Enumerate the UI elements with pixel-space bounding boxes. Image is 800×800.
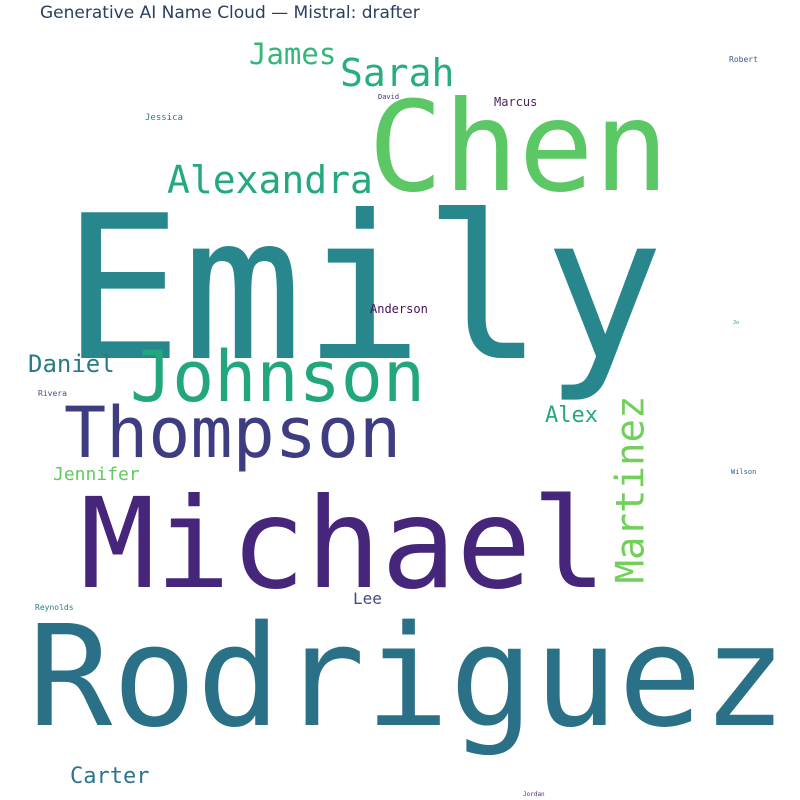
word-daniel: Daniel [28,350,115,378]
word-carter: Carter [70,764,150,789]
word-anderson: Anderson [370,302,428,316]
word-jennifer: Jennifer [53,464,140,485]
word-jo: Jo [733,320,740,326]
word-robert: Robert [729,55,758,64]
word-lee: Lee [353,589,382,608]
chart-title: Generative AI Name Cloud — Mistral: draf… [40,3,420,23]
word-alexandra: Alexandra [167,158,373,202]
word-rodriguez: Rodriguez [28,596,787,759]
word-michael: Michael [80,472,607,617]
word-johnson: Johnson [130,336,426,418]
word-martinez: Martinez [608,395,654,583]
word-thompson: Thompson [64,392,402,474]
word-sarah: Sarah [340,51,455,95]
word-emily: Emily [62,173,665,406]
word-marcus: Marcus [494,95,538,109]
word-david: David [378,93,400,101]
word-alex: Alex [545,403,598,428]
word-jordan: Jordan [523,791,545,798]
word-jessica: Jessica [145,113,183,123]
word-rivera: Rivera [38,389,67,398]
word-reynolds: Reynolds [35,603,74,612]
word-wilson: Wilson [731,468,757,476]
word-james: James [249,37,337,71]
word-chen: Chen [368,75,670,220]
